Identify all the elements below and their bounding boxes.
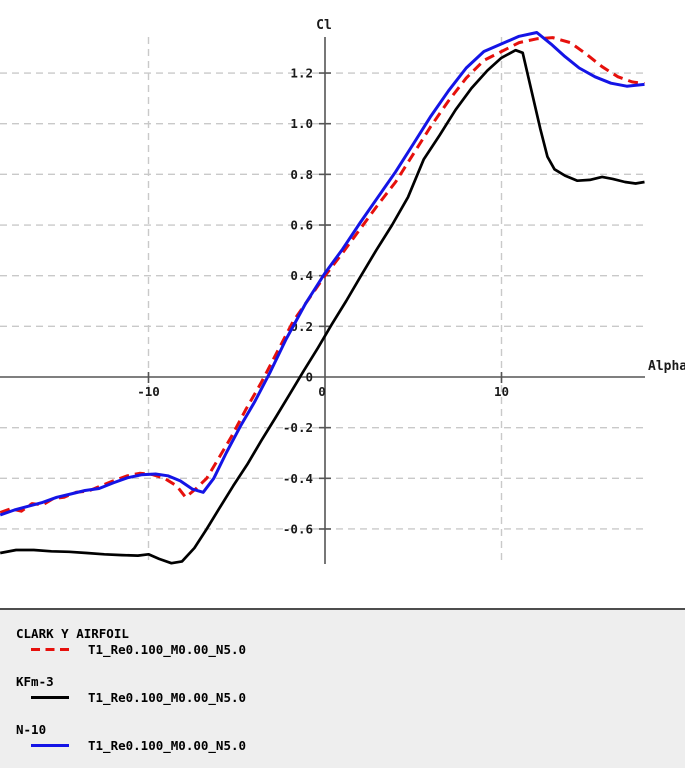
- legend-item-kfm-3: KFm-3 T1_Re0.100_M0.00_N5.0: [16, 674, 685, 705]
- legend-item-clark-y-airfoil: CLARK Y AIRFOIL T1_Re0.100_M0.00_N5.0: [16, 626, 685, 657]
- tick-label-x-0: 0: [318, 384, 326, 399]
- tick-label-y-0: 0: [305, 370, 313, 385]
- curve-sample-solid-black-icon: [31, 696, 69, 699]
- legend-panel: CLARK Y AIRFOIL T1_Re0.100_M0.00_N5.0 KF…: [0, 608, 685, 768]
- legend-list: CLARK Y AIRFOIL T1_Re0.100_M0.00_N5.0 KF…: [0, 610, 685, 753]
- tick-label-x--10: -10: [137, 384, 160, 399]
- y-axis-title: Cl: [316, 18, 332, 33]
- tick-label-y-0.6: 0.6: [290, 218, 313, 233]
- curve-sample-dashed-red-icon: [31, 648, 69, 651]
- x-axis-title: Alpha: [648, 359, 685, 374]
- tick-label-y-1.2: 1.2: [290, 66, 313, 81]
- tick-label-y--0.2: -0.2: [283, 420, 313, 435]
- polar-name: T1_Re0.100_M0.00_N5.0: [88, 642, 247, 657]
- polar-name: T1_Re0.100_M0.00_N5.0: [88, 690, 247, 705]
- polar-name: T1_Re0.100_M0.00_N5.0: [88, 738, 247, 753]
- tick-label-y-0.8: 0.8: [290, 167, 313, 182]
- tick-label-y--0.6: -0.6: [283, 521, 313, 536]
- cl-alpha-chart: 1.21.00.80.60.40.20-0.2-0.4-0.6-10 0 10ClA…: [0, 18, 685, 565]
- chart-panel: 1.2 1.0 0.8 0.6 0.4 0.2 0 -0.2 -0.4 -0.6 -10 0 10 Cl A…: [0, 18, 685, 565]
- tick-label-y--0.4: -0.4: [283, 471, 313, 486]
- tick-label-x-10: 10: [494, 384, 509, 399]
- legend-item-n-10: N-10 T1_Re0.100_M0.00_N5.0: [16, 722, 685, 753]
- curve-kfm-3: [0, 48, 645, 565]
- airfoil-name: CLARK Y AIRFOIL: [16, 626, 129, 641]
- curve-n-10: [0, 31, 645, 517]
- airfoil-name: N-10: [16, 722, 47, 737]
- curve-sample-solid-blue-icon: [31, 744, 69, 747]
- tick-label-y-1.0: 1.0: [290, 116, 313, 131]
- airfoil-name: KFm-3: [16, 674, 54, 689]
- tick-label-y-0.4: 0.4: [290, 268, 313, 283]
